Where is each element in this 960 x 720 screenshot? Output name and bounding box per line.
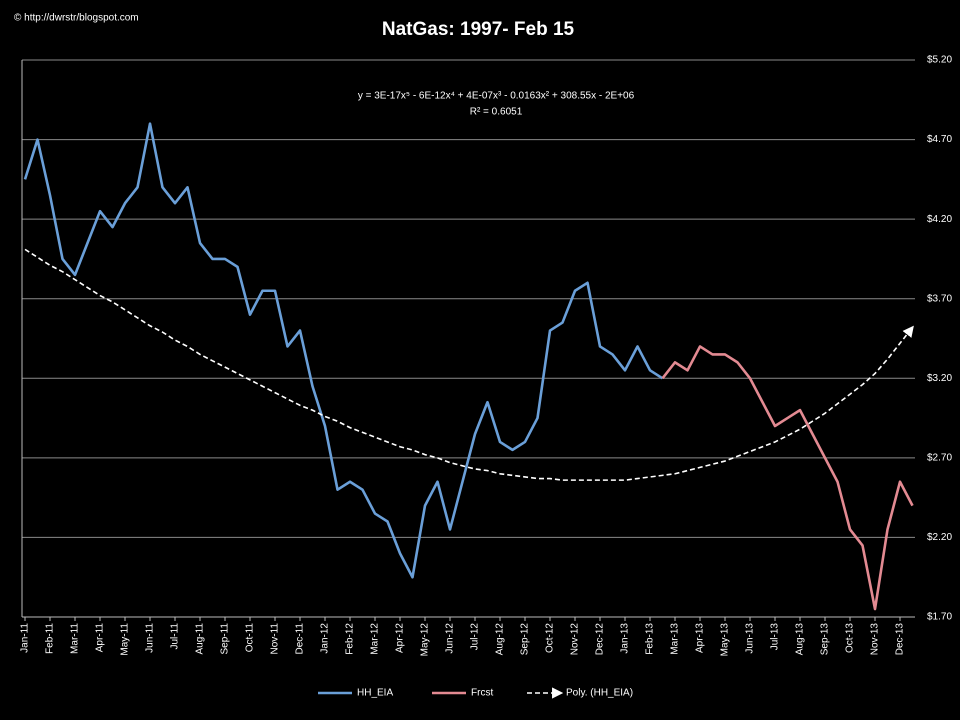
- x-tick-label: Jul-13: [770, 623, 781, 651]
- x-tick-label: Jun-13: [745, 623, 756, 654]
- series-line: [24, 248, 914, 481]
- y-tick-label: $4.70: [927, 134, 952, 145]
- x-tick-label: Feb-12: [345, 623, 356, 655]
- x-tick-label: May-12: [420, 623, 431, 657]
- x-tick-label: Feb-11: [45, 623, 56, 654]
- x-tick-label: Dec-12: [595, 623, 606, 656]
- x-tick-label: Mar-12: [370, 623, 381, 655]
- x-tick-label: Apr-11: [95, 623, 106, 653]
- x-tick-label: Jun-12: [445, 623, 456, 654]
- x-tick-label: Oct-11: [245, 623, 256, 653]
- x-tick-label: Mar-11: [70, 623, 81, 654]
- x-tick-label: Aug-12: [495, 623, 506, 656]
- series-line: [23, 122, 664, 579]
- series-line: [661, 345, 914, 611]
- y-tick-label: $4.20: [927, 214, 952, 225]
- x-tick-label: Nov-11: [270, 623, 281, 655]
- legend-label: HH_EIA: [357, 688, 393, 699]
- x-tick-label: Apr-13: [695, 623, 706, 653]
- x-tick-label: May-11: [120, 623, 131, 656]
- x-tick-label: Nov-13: [870, 623, 881, 656]
- equation: y = 3E-17x⁵ - 6E-12x⁴ + 4E-07x³ - 0.0163…: [358, 91, 635, 102]
- x-tick-label: Jun-11: [145, 623, 156, 653]
- x-tick-label: Aug-13: [795, 623, 806, 656]
- x-tick-label: Oct-12: [545, 623, 556, 653]
- x-tick-label: Aug-11: [195, 623, 206, 655]
- credit: © http://dwrstr/blogspot.com: [14, 13, 139, 24]
- y-tick-label: $2.20: [927, 532, 952, 543]
- chart-title: NatGas: 1997- Feb 15: [382, 19, 575, 40]
- x-tick-label: Jan-13: [620, 623, 631, 654]
- r-squared: R² = 0.6051: [470, 107, 523, 118]
- y-tick-label: $3.20: [927, 373, 952, 384]
- x-tick-label: Sep-13: [820, 623, 831, 656]
- x-tick-label: Jan-11: [20, 623, 31, 653]
- x-tick-label: Dec-11: [295, 623, 306, 655]
- x-tick-label: Dec-13: [895, 623, 906, 656]
- legend-label: Frcst: [471, 688, 493, 699]
- y-tick-label: $1.70: [927, 612, 952, 623]
- y-tick-label: $3.70: [927, 293, 952, 304]
- x-tick-label: Jul-11: [170, 623, 181, 650]
- x-tick-label: Sep-12: [520, 623, 531, 656]
- x-tick-label: Mar-13: [670, 623, 681, 655]
- y-tick-label: $2.70: [927, 452, 952, 463]
- x-tick-label: Jul-12: [470, 623, 481, 651]
- x-tick-label: Oct-13: [845, 623, 856, 653]
- x-tick-label: May-13: [720, 623, 731, 657]
- legend-label: Poly. (HH_EIA): [566, 688, 633, 699]
- x-tick-label: Jan-12: [320, 623, 331, 654]
- x-tick-label: Nov-12: [570, 623, 581, 656]
- x-tick-label: Apr-12: [395, 623, 406, 653]
- y-tick-label: $5.20: [927, 55, 952, 66]
- x-tick-label: Feb-13: [645, 623, 656, 655]
- x-tick-label: Sep-11: [220, 623, 231, 655]
